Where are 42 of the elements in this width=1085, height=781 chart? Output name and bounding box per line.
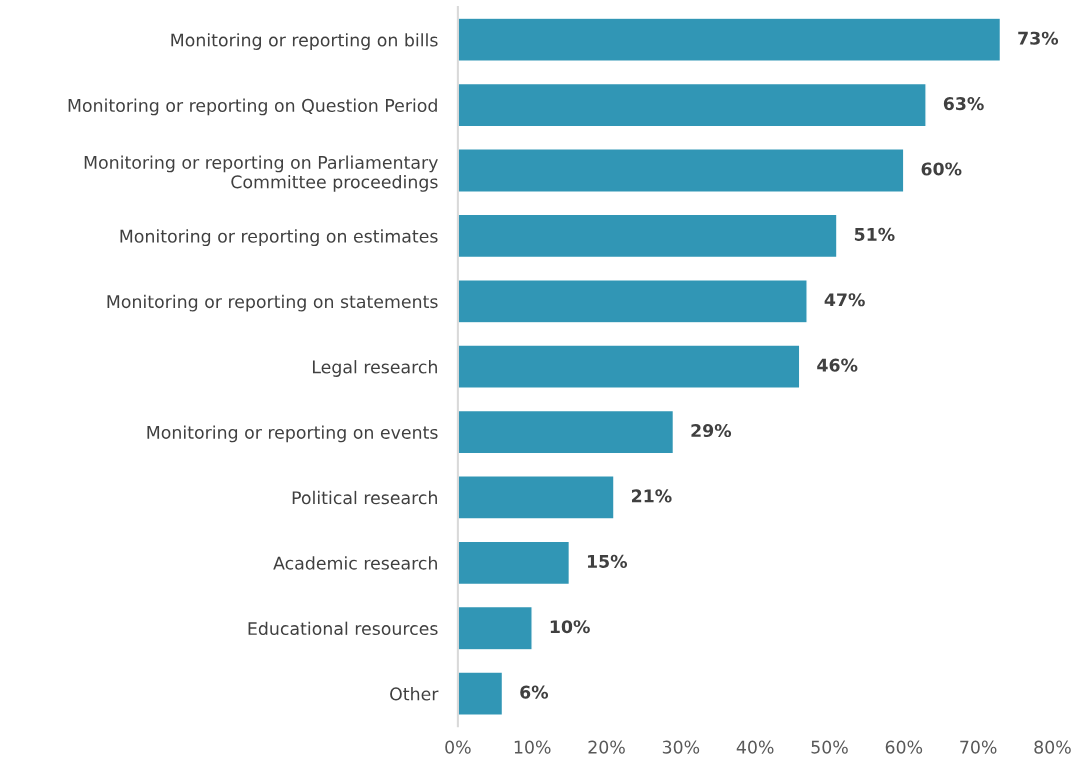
y-tick-label: Monitoring or reporting on estimates <box>120 229 438 247</box>
bar <box>457 671 504 716</box>
bar <box>457 540 571 586</box>
data-label: 10% <box>550 620 590 634</box>
bar <box>457 344 801 389</box>
y-tick-label: Academic research <box>273 556 437 570</box>
x-tick-label: 40% <box>736 740 774 754</box>
x-tick-label: 80% <box>1034 740 1071 754</box>
y-tick-label: Monitoring or reporting on Parliamentary Committee proceedings <box>84 155 438 192</box>
x-tick-label: 0% <box>445 740 471 754</box>
y-tick-label: Political research <box>292 490 437 505</box>
y-tick-label: Other <box>390 687 439 701</box>
data-label: 60% <box>921 162 962 176</box>
bar <box>457 409 675 455</box>
data-label: 21% <box>631 489 672 503</box>
bar <box>457 213 838 259</box>
data-label: 6% <box>520 685 549 699</box>
data-label: 73% <box>1018 31 1059 45</box>
x-tick-label: 60% <box>885 740 923 754</box>
y-tick-label: Monitoring or reporting on events <box>147 425 438 443</box>
x-tick-label: 30% <box>662 740 700 754</box>
y-tick-label: Monitoring or reporting on statements <box>107 294 438 312</box>
y-tick-label: Monitoring or reporting on bills <box>171 33 438 50</box>
data-label: 15% <box>587 554 628 568</box>
data-label: 47% <box>824 293 865 307</box>
data-label: 51% <box>854 227 895 241</box>
x-tick-label: 10% <box>514 740 551 754</box>
bar <box>457 148 905 193</box>
data-label: 63% <box>943 97 984 111</box>
y-tick-label: Monitoring or reporting on Question Period <box>68 98 437 116</box>
y-tick-label: Educational resources <box>248 621 438 636</box>
y-tick-label: Legal research <box>312 360 437 377</box>
bar <box>457 475 615 520</box>
bar <box>457 17 1002 62</box>
bar <box>457 82 927 128</box>
bar <box>457 605 533 651</box>
x-tick-label: 20% <box>588 740 625 754</box>
data-label: 46% <box>817 358 858 372</box>
x-tick-label: 50% <box>811 740 848 754</box>
x-tick-label: 70% <box>960 740 997 754</box>
bar <box>457 279 808 324</box>
data-label: 29% <box>691 423 732 438</box>
